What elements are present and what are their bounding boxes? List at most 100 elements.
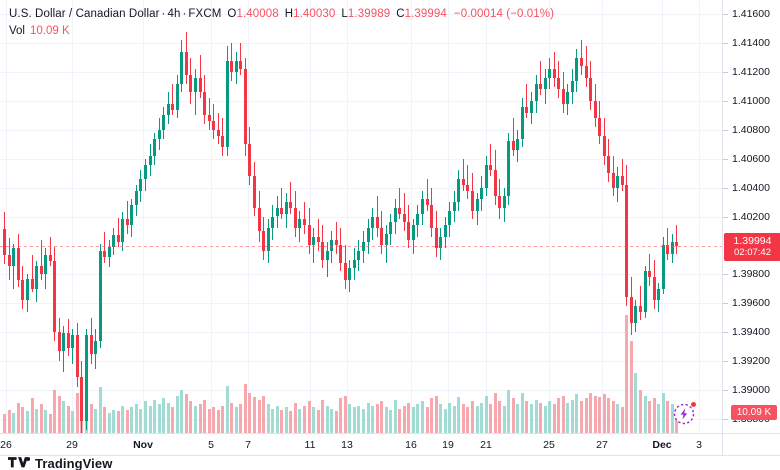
volume-badge[interactable]: 10.09 K <box>731 405 777 420</box>
time-axis-tick: 3 <box>696 439 702 451</box>
candle-body <box>7 255 11 266</box>
volume-bar <box>588 393 592 433</box>
volume-bar <box>343 396 347 433</box>
candle-wick <box>622 158 623 191</box>
candle-body <box>129 204 133 226</box>
candle-body <box>370 216 374 229</box>
volume-legend-row[interactable]: Vol 10.09 K <box>9 24 554 38</box>
candle-wick <box>127 200 128 234</box>
symbol-interval[interactable]: 4h <box>167 8 181 20</box>
candle-body <box>316 236 320 243</box>
candle-body <box>420 199 424 214</box>
candle-body <box>674 242 678 247</box>
volume-bar <box>279 410 283 433</box>
price-axis[interactable]: 1.39994 02:07:42 10.09 K 1.41600 1.41400 1… <box>722 0 780 433</box>
candle-body <box>270 216 274 229</box>
candle-body <box>16 248 20 280</box>
candle-body <box>411 225 415 240</box>
volume-bar <box>597 397 601 433</box>
price-axis-tick: 1.40800 <box>723 123 780 137</box>
symbol-name[interactable]: U.S. Dollar / Canadian Dollar <box>9 8 160 20</box>
volume-bar <box>179 390 183 433</box>
candle-wick <box>32 255 33 292</box>
candle-body <box>406 222 410 240</box>
candle-body <box>311 236 315 246</box>
candle-wick <box>209 98 210 130</box>
candle-body <box>302 219 306 226</box>
volume-value: 10.09 K <box>30 25 70 37</box>
candle-wick <box>404 193 405 231</box>
candle-body <box>2 229 6 256</box>
price-axis-tick: 1.39800 <box>723 267 780 281</box>
tradingview-logo[interactable]: TradingView <box>8 456 112 470</box>
volume-bar <box>656 404 660 433</box>
volume-bar <box>252 397 256 433</box>
time-axis-tick: 7 <box>245 439 251 451</box>
candle-body <box>534 83 538 102</box>
volume-bar <box>52 390 56 433</box>
time-axis-tick: 25 <box>543 439 555 451</box>
volume-bar <box>211 407 215 433</box>
time-axis[interactable]: 26 29 Nov 5 7 11 13 16 19 21 25 27 Dec 3 <box>0 433 722 455</box>
candle-body <box>393 207 397 223</box>
candle-body <box>252 176 256 208</box>
candle-body <box>48 255 52 262</box>
volume-bar <box>375 404 379 433</box>
volume-bar <box>611 401 615 433</box>
volume-bar <box>661 393 665 433</box>
close-value: 1.39994 <box>404 8 447 20</box>
candle-wick <box>240 43 241 76</box>
candle-body <box>211 121 215 130</box>
candle-body <box>125 219 129 226</box>
candle-body <box>184 51 188 76</box>
volume-bar <box>593 396 597 433</box>
volume-bar <box>247 393 251 433</box>
volume-bar <box>61 401 65 433</box>
candle-body <box>470 190 474 211</box>
candle-wick <box>281 187 282 220</box>
candle-body <box>43 255 47 275</box>
volume-bar <box>270 409 274 433</box>
candle-body <box>275 207 279 217</box>
legend-separator-2: · <box>182 8 187 20</box>
alert-notification-dot <box>690 401 697 408</box>
candle-body <box>116 235 120 243</box>
volume-bar <box>193 406 197 433</box>
gridline-horizontal <box>0 101 722 102</box>
volume-bar <box>443 409 447 433</box>
volume-bar <box>20 407 24 433</box>
volume-bar <box>229 403 233 433</box>
volume-bar <box>329 409 333 433</box>
candle-body <box>175 83 179 110</box>
candle-body <box>484 164 488 188</box>
current-price-badge[interactable]: 1.39994 02:07:42 <box>724 233 780 261</box>
candle-body <box>143 164 147 179</box>
candle-body <box>465 184 469 191</box>
volume-bar <box>465 407 469 433</box>
volume-bar <box>284 407 288 433</box>
volume-bar <box>415 404 419 433</box>
volume-bar <box>529 404 533 433</box>
symbol-legend-row[interactable]: U.S. Dollar / Canadian Dollar · 4h · FXCM O1.… <box>9 7 554 21</box>
candle-body <box>98 251 102 341</box>
volume-bar <box>57 396 61 433</box>
candle-body <box>107 246 111 257</box>
candle-body <box>30 278 34 289</box>
volume-bar <box>647 401 651 433</box>
gridline-horizontal <box>0 43 722 44</box>
candle-body <box>148 155 152 165</box>
lightning-bolt-icon[interactable] <box>672 401 697 426</box>
candle-wick <box>540 60 541 96</box>
candle-body <box>384 233 388 246</box>
candle-body <box>179 51 183 84</box>
candle-body <box>597 118 601 136</box>
candle-body <box>57 331 61 351</box>
candle-body <box>515 138 519 151</box>
chart-plot-area[interactable] <box>0 0 722 433</box>
candle-wick <box>327 242 328 278</box>
volume-bar <box>111 410 115 433</box>
time-axis-tick: 27 <box>596 439 608 451</box>
candle-wick <box>526 83 527 119</box>
close-label: C <box>396 8 405 20</box>
volume-bar <box>584 398 588 433</box>
